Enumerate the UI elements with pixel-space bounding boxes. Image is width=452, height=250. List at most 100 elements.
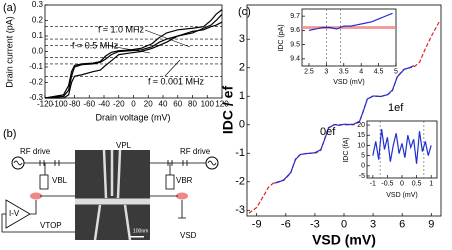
x-tick-label: 1	[429, 180, 433, 187]
x-tick-label: -120	[37, 100, 54, 109]
rf-symbol	[13, 160, 23, 166]
y-tick-label: 9.4	[290, 56, 300, 63]
series-label: f ≈ 1.0 MHz	[98, 24, 144, 34]
y-tick-label: 0	[361, 163, 365, 170]
annotation: 1ef	[388, 102, 404, 114]
x-tick-label: -0.5	[381, 180, 393, 187]
x-tick-label: 5	[394, 68, 398, 75]
x-tick-label: -80	[69, 100, 81, 109]
amplifier-label: I-V	[9, 209, 20, 218]
x-tick-label: 0	[400, 180, 404, 187]
x-tick-label: -9	[252, 219, 262, 231]
x-axis-label: VSD (mV)	[386, 192, 418, 199]
series-label: f = 0.5 MHz	[72, 40, 119, 50]
x-tick-label: 0	[341, 219, 347, 231]
voltage-label: VBR	[176, 176, 193, 185]
y-tick-label: 20	[357, 122, 365, 129]
x-tick-label: 0.5	[412, 180, 422, 187]
series-line	[274, 65, 415, 184]
x-tick-label: -60	[83, 100, 95, 109]
voltage-label: VPL	[116, 141, 132, 150]
x-tick-label: 9	[428, 219, 434, 231]
x-tick-label: 3.5	[339, 68, 349, 75]
rf-symbol	[207, 160, 217, 166]
x-tick-label: 3	[324, 68, 328, 75]
series-line	[45, 21, 223, 99]
y-tick-label: 0.1	[32, 31, 44, 40]
y-tick-label: -3	[235, 204, 245, 216]
series-line	[372, 129, 432, 164]
x-tick-label: -1	[370, 180, 376, 187]
x-tick-label: 0	[131, 100, 136, 109]
series-line	[44, 9, 223, 99]
capacitor	[39, 160, 188, 166]
y-tick-label: 2	[239, 62, 245, 74]
annotation: 0ef	[320, 126, 336, 138]
wire	[24, 150, 206, 175]
y-axis-label: IDC (pA)	[278, 24, 285, 51]
y-tick-label: -5	[359, 173, 365, 180]
x-axis-label: VSD (mV)	[312, 232, 376, 248]
x-tick-label: 60	[173, 100, 182, 109]
scale-bar	[130, 236, 144, 238]
y-tick-label: 10	[357, 142, 365, 149]
ohmic-contact	[30, 192, 42, 200]
chart: -120-100 -80 -60 -40 -20 0 20 40 60 80 100 120 -0.3 -…	[3, 0, 229, 122]
y-tick-label: 1	[239, 90, 245, 102]
voltage-label: VBL	[52, 176, 68, 185]
plot-area	[366, 120, 438, 179]
y-tick-label: -0.1	[29, 62, 43, 71]
y-tick-label: 0.0	[32, 47, 44, 56]
x-tick-label: -20	[113, 100, 125, 109]
chart: 2.5 3 3.5 4 4.5 5 9.4 9.5 9.6 9.7 VSD (mV) IDC (pA)	[278, 8, 398, 86]
y-axis-label: IDC / ef	[220, 86, 236, 135]
rf-label: RF drive	[20, 147, 51, 156]
voltage-label: VSD	[180, 231, 197, 240]
panel-label: (b)	[3, 128, 16, 140]
x-tick-label: -100	[52, 100, 69, 109]
label-arrow	[164, 59, 181, 77]
x-tick-label: 6	[399, 219, 405, 231]
x-tick-label: -6	[281, 219, 291, 231]
series-label: f ≈ 0.001 MHz	[148, 76, 204, 86]
series-line	[308, 12, 393, 31]
y-tick-label: 9.6	[290, 27, 300, 34]
y-tick-label: 5	[361, 152, 365, 159]
y-tick-label: 9.5	[290, 41, 300, 48]
x-tick-label: -3	[310, 219, 320, 231]
y-tick-label: 9.7	[290, 13, 300, 20]
ohmic-contact	[176, 192, 188, 200]
x-tick-label: 4.5	[374, 68, 384, 75]
y-tick-label: 0	[239, 119, 245, 131]
y-tick-label: -1	[235, 147, 245, 159]
gate	[75, 198, 150, 205]
x-tick-label: -40	[98, 100, 110, 109]
x-tick-label: 20	[144, 100, 153, 109]
panel-label: (a)	[3, 2, 16, 14]
wire	[1, 200, 75, 233]
y-tick-label: -0.3	[29, 93, 43, 102]
y-tick-label: 0.3	[32, 0, 44, 9]
band	[302, 26, 396, 29]
y-tick-label: -2	[235, 176, 245, 188]
gate	[93, 149, 132, 241]
x-tick-label: 120	[215, 100, 229, 109]
y-axis-label: IDC (fA)	[343, 137, 350, 162]
x-tick-label: 40	[159, 100, 168, 109]
resistor	[39, 174, 49, 190]
x-tick-label: 4	[359, 68, 363, 75]
plot-area	[44, 4, 223, 99]
y-tick-label: 3	[239, 33, 245, 45]
x-axis-label: Drain voltage (mV)	[95, 112, 170, 122]
y-tick-label: 0.2	[32, 16, 44, 25]
label-arrow	[144, 29, 191, 48]
x-tick-label: 100	[201, 100, 215, 109]
x-tick-label: 3	[370, 219, 376, 231]
x-tick-label: 80	[188, 100, 197, 109]
x-tick-label: 2.5	[304, 68, 314, 75]
circuit-diagram: (b) RF drive RF drive 100nm VPL VBL VBR …	[1, 128, 219, 241]
panel-label: (c)	[238, 6, 251, 18]
voltage-label: VTOP	[40, 221, 62, 230]
scale-label: 100nm	[133, 228, 148, 234]
